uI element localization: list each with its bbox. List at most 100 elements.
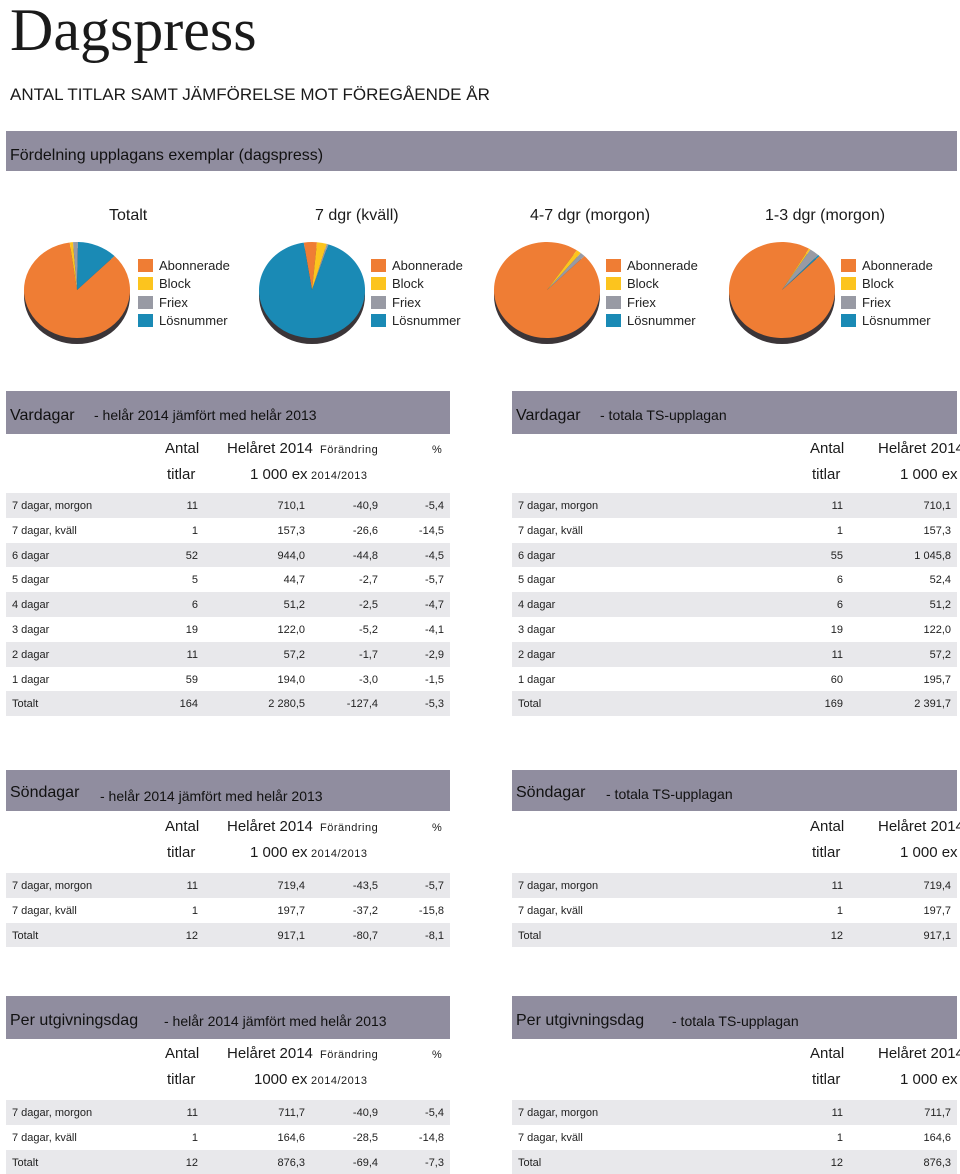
row-label: 7 dagar, kväll xyxy=(12,904,77,917)
cell-percent: -14,5 xyxy=(418,524,444,537)
cell-antal: 1 xyxy=(836,1131,843,1144)
header-helaret: Helåret 2014 xyxy=(227,818,313,835)
cell-ex: 122,0 xyxy=(277,623,305,636)
legend-item: Lösnummer xyxy=(841,312,933,331)
table-row: 7 dagar, kväll 1 157,3 xyxy=(512,518,957,543)
cell-antal: 6 xyxy=(836,574,843,587)
header-antal: Antal xyxy=(810,1045,845,1062)
cell-antal: 11 xyxy=(186,500,198,512)
pie-slice-friex xyxy=(547,253,585,290)
legend-label: Friex xyxy=(392,294,421,310)
header-ex: 1 000 ex xyxy=(900,844,958,861)
header-forandring: Förändring xyxy=(320,444,379,456)
cell-ex: 1 045,8 xyxy=(914,549,951,562)
cell-forandring: -80,7 xyxy=(352,929,378,942)
cell-antal: 1 xyxy=(191,1131,198,1144)
pie-slice-block xyxy=(312,242,327,290)
cell-antal: 1 xyxy=(836,904,843,917)
cell-ex: 122,0 xyxy=(923,623,951,636)
cell-forandring: -69,4 xyxy=(352,1156,378,1169)
pie-slice-friex xyxy=(312,243,329,290)
table-row: 7 dagar, kväll 1 164,6 xyxy=(512,1125,957,1150)
sondagar-left-table: 7 dagar, morgon 11 719,4 -43,5 -5,7 7 dagar, … xyxy=(6,873,450,948)
legend-swatch xyxy=(841,314,856,328)
table-row: Totalt 12 917,1 -80,7 -8,1 xyxy=(6,922,450,948)
band-title: Vardagar xyxy=(516,407,581,424)
row-label: Total xyxy=(518,929,542,942)
cell-antal: 60 xyxy=(830,673,843,686)
table-row: 5 dagar 6 52,4 xyxy=(512,567,957,592)
header-ex: 1 000 ex xyxy=(900,1071,958,1088)
pie-slice-abonnerade xyxy=(303,242,317,290)
cell-ex: 711,7 xyxy=(278,1107,305,1119)
header-helaret: Helåret 2014 xyxy=(227,440,313,457)
header-helaret: Helåret 2014 xyxy=(878,818,960,835)
cell-ex: 195,7 xyxy=(923,673,951,686)
cell-antal: 12 xyxy=(185,929,198,942)
cell-antal: 11 xyxy=(186,648,198,661)
cell-forandring: -3,0 xyxy=(359,673,378,686)
utgivningsdag-left-band: Per utgivningsdag - helår 2014 jämfört m… xyxy=(6,996,450,1039)
cell-ex: 719,4 xyxy=(277,880,305,892)
cell-percent: -5,4 xyxy=(425,500,444,512)
legend-label: Lösnummer xyxy=(627,313,696,329)
utgivningsdag-left-table: 7 dagar, morgon 11 711,7 -40,9 -5,4 7 dagar, … xyxy=(6,1100,450,1174)
band-title: Per utgivningsdag xyxy=(10,1012,139,1029)
table-row: Total 12 876,3 xyxy=(512,1149,957,1174)
pie-chart-label: Totalt xyxy=(109,207,148,224)
legend-item: Block xyxy=(371,275,463,294)
pie-chart-label: 7 dgr (kväll) xyxy=(315,207,399,224)
utgivningsdag-right-band: Per utgivningsdag - totala TS-upplagan xyxy=(512,996,957,1039)
legend-swatch xyxy=(841,258,856,272)
header-percent: % xyxy=(432,444,443,456)
row-label: 3 dagar xyxy=(12,623,50,636)
legend-item: Abonnerade xyxy=(371,256,463,275)
cell-percent: -4,7 xyxy=(425,599,444,612)
row-label: Total xyxy=(518,698,542,711)
cell-antal: 1 xyxy=(836,524,843,537)
legend-swatch xyxy=(138,314,153,328)
legend-item: Block xyxy=(841,275,933,294)
cell-forandring: -2,5 xyxy=(359,599,378,612)
cell-percent: -4,5 xyxy=(425,549,444,562)
legend-swatch xyxy=(371,314,386,328)
cell-ex: 194,0 xyxy=(277,673,305,686)
row-label: 6 dagar xyxy=(12,549,50,562)
cell-antal: 11 xyxy=(831,648,843,661)
pie-chart xyxy=(24,242,130,344)
distribution-band-title: Fördelning upplagans exemplar (dagspress… xyxy=(10,147,324,164)
cell-forandring: -1,7 xyxy=(359,648,378,661)
cell-ex: 44,7 xyxy=(283,574,305,587)
row-label: Totalt xyxy=(12,698,39,711)
cell-forandring: -2,7 xyxy=(359,574,378,587)
header-titlar: titlar xyxy=(812,1071,841,1088)
band-subtitle: - helår 2014 jämfört med helår 2013 xyxy=(100,788,323,804)
legend-item: Friex xyxy=(606,293,698,312)
cell-forandring: -28,5 xyxy=(352,1131,378,1144)
cell-ex: 197,7 xyxy=(277,904,305,917)
legend-item: Friex xyxy=(138,293,230,312)
cell-ex: 917,1 xyxy=(923,929,951,942)
row-label: 1 dagar xyxy=(518,673,556,686)
legend-swatch xyxy=(138,295,153,309)
legend-label: Abonnerade xyxy=(159,257,230,273)
header-percent: % xyxy=(432,822,443,834)
vardagar-left-band: Vardagar - helår 2014 jämfört med helår … xyxy=(6,391,450,434)
band-title: Söndagar xyxy=(516,784,586,801)
cell-antal: 1 xyxy=(191,524,198,537)
band-title: Söndagar xyxy=(10,784,80,801)
pie-slice-losnummer xyxy=(782,255,820,290)
pie-chart xyxy=(259,242,365,344)
cell-percent: -15,8 xyxy=(418,904,444,917)
band-subtitle: - helår 2014 jämfört med helår 2013 xyxy=(164,1013,387,1029)
legend-label: Friex xyxy=(159,294,188,310)
row-label: 5 dagar xyxy=(518,574,556,587)
cell-antal: 11 xyxy=(186,1107,198,1119)
header-titlar: titlar xyxy=(812,844,841,861)
cell-ex: 157,3 xyxy=(923,524,951,537)
legend-label: Block xyxy=(392,276,424,292)
header-ex: 1 000 ex xyxy=(900,466,958,483)
legend-label: Abonnerade xyxy=(862,257,933,273)
legend-label: Lösnummer xyxy=(392,313,461,329)
legend-label: Lösnummer xyxy=(159,313,228,329)
